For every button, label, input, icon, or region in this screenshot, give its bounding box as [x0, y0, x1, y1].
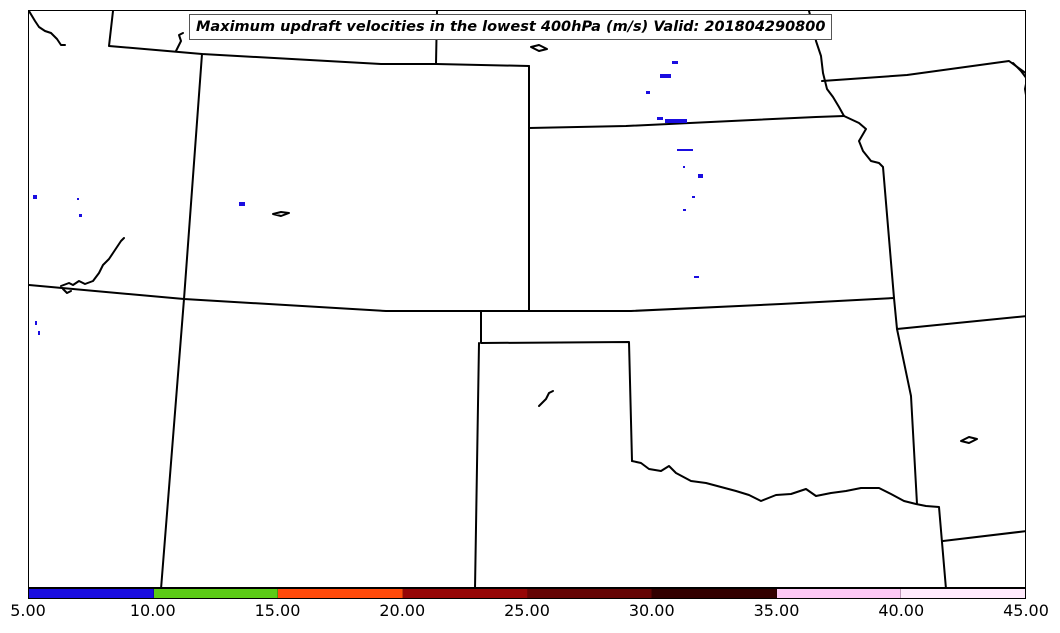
updraft-patch: [35, 321, 37, 325]
state-border: [160, 298, 185, 587]
colorbar-ticks: 5.00 10.00 15.00 20.00 25.00 30.00 35.00 40.00 4…: [0, 599, 1060, 629]
colorbar-segment: [29, 589, 154, 598]
state-border: [183, 53, 203, 300]
updraft-patches: [33, 61, 703, 335]
colorbar-tick-label: 5.00: [10, 601, 46, 620]
state-border: [843, 115, 1025, 330]
updraft-patch: [77, 198, 79, 200]
updraft-patch: [665, 119, 687, 123]
lake: [29, 11, 66, 46]
colorbar-segment: [278, 589, 403, 598]
lake: [530, 44, 548, 52]
colorbar-tick-label: 40.00: [878, 601, 925, 620]
river: [1012, 62, 1025, 96]
colorbar-tick-label: 10.00: [129, 601, 176, 620]
colorbar-tick-label: 30.00: [628, 601, 675, 620]
colorbar-segment: [527, 589, 653, 598]
state-border: [821, 60, 1025, 82]
state-border: [480, 310, 633, 462]
lake: [62, 288, 72, 294]
updraft-patch: [694, 276, 699, 278]
colorbar-segment: [901, 589, 1025, 598]
updraft-patch: [677, 149, 693, 151]
map-canvas: [29, 11, 1025, 587]
state-border: [896, 328, 918, 505]
state-border: [631, 460, 947, 587]
lake: [60, 237, 125, 287]
lake: [538, 390, 554, 407]
updraft-patch: [683, 209, 686, 211]
updraft-patch: [646, 91, 650, 94]
state-border: [29, 284, 895, 312]
colorbar-segment: [652, 589, 777, 598]
updraft-patch: [79, 214, 82, 217]
updraft-patch: [657, 117, 663, 120]
colorbar-tick-label: 25.00: [504, 601, 550, 620]
updraft-patch: [239, 202, 245, 206]
updraft-patch: [692, 196, 695, 198]
lake: [960, 436, 978, 444]
updraft-patch: [33, 195, 37, 199]
updraft-patch: [683, 166, 685, 168]
updraft-patch: [38, 331, 40, 335]
colorbar-tick-label: 35.00: [753, 601, 800, 620]
map-title: Maximum updraft velocities in the lowest…: [189, 14, 833, 40]
colorbar-tick-label: 20.00: [379, 601, 426, 620]
map-area: [28, 10, 1026, 588]
colorbar: [28, 588, 1026, 599]
lake: [272, 211, 290, 217]
colorbar-tick-label: 15.00: [254, 601, 301, 620]
colorbar-segment: [776, 589, 902, 598]
state-border: [108, 11, 845, 129]
lake: [175, 32, 184, 52]
state-border: [942, 530, 1025, 542]
colorbar-segment: [153, 589, 279, 598]
colorbar-tick-label: 45.00: [1003, 601, 1049, 620]
colorbar-segment: [402, 589, 528, 598]
updraft-patch: [660, 74, 671, 78]
state-border: [474, 342, 480, 587]
updraft-patch: [672, 61, 678, 64]
updraft-patch: [698, 174, 703, 178]
